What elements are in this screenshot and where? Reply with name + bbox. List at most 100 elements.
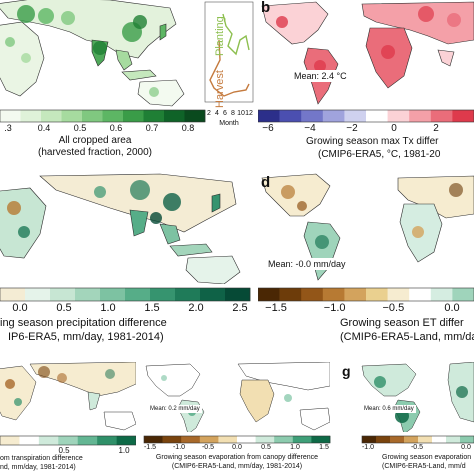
colorbar-a (0, 109, 206, 123)
colorbar-g-swatch (418, 436, 433, 443)
colorbar-c-tick: 1.5 (144, 302, 160, 314)
colorbar-a-swatch (102, 110, 124, 122)
colorbar-g-tick: -0.5 (410, 444, 424, 451)
panel-a: Planting Harvest 2 4 6 8 10 12 Month .3 0.4 0.5… (0, 0, 258, 160)
transpiration-patches (5, 366, 115, 406)
colorbar-c-outline (0, 287, 251, 302)
season-inset (204, 1, 254, 103)
colorbar-c-swatch (75, 288, 101, 301)
colorbar-g-swatch (432, 436, 447, 443)
colorbar-a-label-1: All cropped area (58, 135, 132, 146)
colorbar-c-label-1: ing season precipitation difference (0, 317, 167, 329)
colorbar-b-swatch (430, 110, 453, 122)
colorbar-d-outline (258, 287, 474, 302)
world-map-g (361, 362, 474, 432)
colorbar-c-label-2: IP6-ERA5, mm/day, 1981-2014) (8, 331, 164, 343)
colorbar-f-tick: 0.5 (261, 444, 271, 451)
cropped-area-map (0, 0, 254, 123)
colorbar-g-label-2: (CMIP6-ERA5-Land, mm/d (382, 463, 466, 470)
colorbar-a-swatch (82, 110, 103, 122)
colorbar-c-tick: 2.0 (188, 302, 204, 314)
colorbar-b-swatch (452, 110, 474, 122)
colorbar-f-swatch (292, 436, 312, 443)
inset-harvest-label: Harvest (214, 70, 226, 108)
colorbar-c-swatch (125, 288, 151, 301)
colorbar-g-swatch (460, 436, 474, 443)
colorbar-c-swatch (25, 288, 51, 301)
colorbar-e-swatch (97, 436, 117, 445)
colorbar-b-swatch (409, 110, 432, 122)
colorbar-f-tick: 1.0 (290, 444, 300, 451)
colorbar-a-tick: .3 (4, 123, 12, 133)
colorbar-f-swatch (144, 436, 163, 443)
colorbar-c (0, 287, 251, 302)
colorbar-c-tick: 2.5 (232, 302, 248, 314)
colorbar-d-label-1: Growing season ET differ (340, 317, 464, 329)
transpiration-difference-map (0, 362, 136, 446)
colorbar-d-tick: −1.5 (265, 302, 287, 314)
panel-g-mean: Mean: 0.6 mm/day (362, 405, 416, 413)
colorbar-g-swatch (404, 436, 419, 443)
colorbar-f-label-2: (CMIP6-ERA5-Land, mm/day, 1981-2014) (171, 463, 303, 470)
colorbar-c-swatch (0, 288, 26, 301)
colorbar-a-tick: 0.7 (145, 123, 159, 133)
world-map-f (145, 362, 330, 432)
et-patches (281, 183, 463, 249)
colorbar-b-swatch (279, 110, 302, 122)
colorbar-a-swatch (184, 110, 206, 122)
colorbar-d-swatch (430, 288, 453, 301)
colorbar-c-swatch (200, 288, 226, 301)
colorbar-e-swatch (19, 436, 40, 445)
colorbar-a-swatch (20, 110, 42, 122)
colorbar-f-tick: -1.0 (172, 444, 186, 451)
panel-b-letter: b (261, 0, 271, 16)
colorbar-c-swatch (150, 288, 176, 301)
colorbar-f-swatch (218, 436, 238, 443)
colorbar-d-swatch (366, 288, 388, 301)
colorbar-f-outline (143, 435, 331, 444)
colorbar-c-swatch (225, 288, 251, 301)
inset-month-tick: 12 (245, 110, 253, 117)
colorbar-b-outline (258, 109, 474, 123)
inset-month-tick: 2 (207, 110, 211, 117)
colorbar-a-outline (0, 109, 206, 123)
panel-f: f Mean: 0.2 mm/day -1.5-1.0-0.50.00.51.0… (138, 362, 336, 474)
colorbar-d-swatch (258, 288, 280, 301)
colorbar-f (143, 435, 331, 444)
colorbar-f-swatch (255, 436, 275, 443)
colorbar-d-swatch (279, 288, 302, 301)
panel-g: g Mean: 0.6 mm/day -1.0 -0.5 0.0 Growing s… (340, 362, 474, 474)
colorbar-e-ticks: 0.5 1.0 (0, 446, 136, 456)
colorbar-a-swatch (123, 110, 144, 122)
colorbar-d-swatch (322, 288, 345, 301)
colorbar-c-tick: 0.5 (56, 302, 72, 314)
colorbar-g-swatch (362, 436, 377, 443)
colorbar-c-tick: 0.0 (12, 302, 28, 314)
colorbar-g-tick: 0.0 (461, 444, 471, 451)
colorbar-f-tick: 1.5 (319, 444, 329, 451)
colorbar-e-swatch (116, 436, 136, 445)
colorbar-f-label-1: Growing season evaporation from canopy d… (155, 454, 319, 461)
colorbar-a-tick: 0.8 (181, 123, 195, 133)
colorbar-f-swatch (162, 436, 182, 443)
colorbar-d-ticks: −1.5 −1.0 −0.5 0.0 (258, 302, 474, 314)
inset-xlabel: Month (219, 120, 239, 127)
precip-patches (7, 180, 181, 238)
colorbar-b (258, 109, 474, 123)
colorbar-e-outline (0, 435, 136, 446)
colorbar-g-outline (361, 435, 474, 444)
colorbar-b-swatch (387, 110, 410, 122)
colorbar-c-ticks: 0.0 0.5 1.0 1.5 2.0 2.5 (0, 302, 258, 314)
colorbar-d-swatch (301, 288, 324, 301)
colorbar-g-swatch (446, 436, 461, 443)
colorbar-c-swatch (50, 288, 76, 301)
panel-f-mean: Mean: 0.2 mm/day (148, 405, 202, 413)
inset-month-tick: 8 (231, 110, 235, 117)
colorbar-f-tick: -1.5 (143, 444, 157, 451)
colorbar-d-swatch (452, 288, 474, 301)
colorbar-e-swatch (38, 436, 59, 445)
colorbar-b-tick: −6 (262, 123, 274, 134)
cropland-patches (5, 5, 159, 97)
hotspot-patches (276, 6, 461, 72)
colorbar-d-swatch (344, 288, 367, 301)
